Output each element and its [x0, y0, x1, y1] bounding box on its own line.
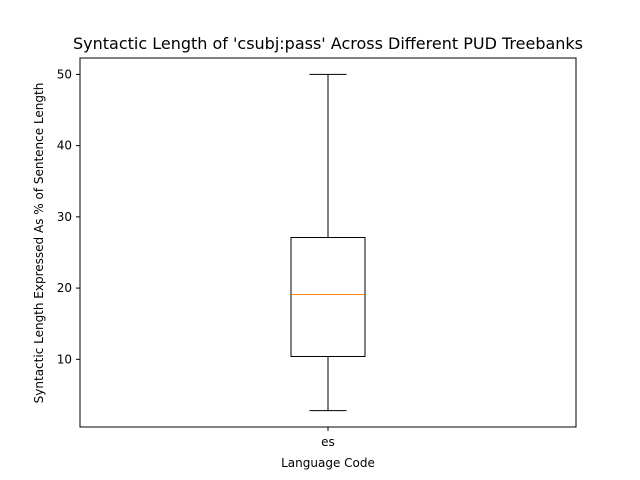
iqr-box: [290, 237, 366, 357]
x-axis: es: [321, 427, 335, 449]
y-tick-label: 40: [57, 139, 72, 153]
x-tick-label: es: [321, 435, 335, 449]
y-tick-label: 10: [57, 352, 72, 366]
y-axis-label: Syntactic Length Expressed As % of Sente…: [32, 83, 46, 404]
chart-title: Syntactic Length of 'csubj:pass' Across …: [73, 34, 583, 53]
x-axis-label: Language Code: [281, 456, 375, 470]
box-plot: [290, 73, 366, 412]
y-tick-label: 30: [57, 210, 72, 224]
y-axis: 10 20 30 40 50: [57, 67, 80, 366]
y-tick-label: 20: [57, 281, 72, 295]
y-tick-label: 50: [57, 67, 72, 81]
